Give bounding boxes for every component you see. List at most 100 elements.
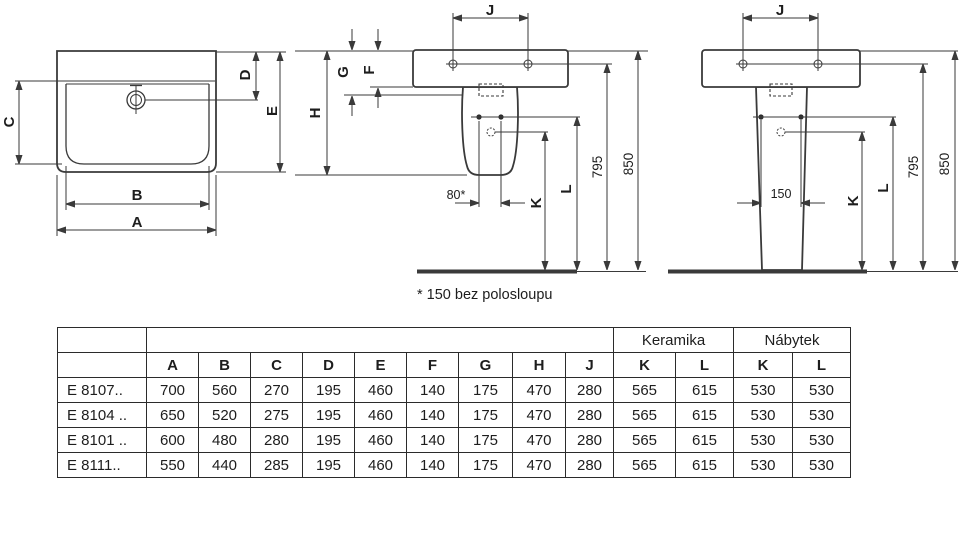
table-cell: 175: [458, 427, 513, 453]
table-cell: 530: [792, 402, 851, 428]
dim-label-850: 850: [937, 153, 952, 176]
drain-dashed-box: [769, 83, 793, 97]
table-cell: 615: [675, 377, 734, 403]
column-header: H: [512, 352, 566, 378]
table-cell: 530: [792, 452, 851, 478]
table-cell: 440: [198, 452, 251, 478]
model-code: E 8101 ..: [57, 427, 147, 453]
dim-label-d: D: [237, 69, 254, 80]
group-header-keramika: Keramika: [613, 327, 734, 353]
faucet-hole-inner: [130, 94, 142, 106]
table-cell: 285: [250, 452, 303, 478]
table-row: E 8101 .. 600 480 280 195 460 140 175 47…: [57, 427, 851, 453]
table-cell: 550: [146, 452, 199, 478]
table-cell: 275: [250, 402, 303, 428]
table-cell: 470: [512, 377, 566, 403]
table-cell: 530: [792, 427, 851, 453]
column-header: B: [198, 352, 251, 378]
column-header: K: [733, 352, 793, 378]
semi-pedestal-view: J 80* H G F K L 795 850 * 150 bez polosl…: [295, 2, 648, 303]
empty-cell: [146, 327, 614, 353]
column-header: A: [146, 352, 199, 378]
table-cell: 615: [675, 402, 734, 428]
table-cell: 140: [406, 377, 459, 403]
dim-label-850: 850: [621, 153, 636, 176]
table-cell: 470: [512, 402, 566, 428]
table-cell: 175: [458, 402, 513, 428]
table-cell: 600: [146, 427, 199, 453]
model-code: E 8104 ..: [57, 402, 147, 428]
front-view: C D E B A: [1, 50, 286, 236]
model-code: E 8107..: [57, 377, 147, 403]
dim-label-l: L: [558, 184, 575, 193]
table-cell: 700: [146, 377, 199, 403]
table-cell: 195: [302, 402, 355, 428]
table-cell: 560: [198, 377, 251, 403]
footnote: * 150 bez polosloupu: [417, 287, 552, 303]
dim-label-l: L: [875, 183, 892, 192]
empty-cell: [57, 352, 147, 378]
table-cell: 195: [302, 427, 355, 453]
dim-label-g: G: [335, 66, 352, 78]
table-cell: 140: [406, 402, 459, 428]
table-cell: 530: [733, 452, 793, 478]
column-header: L: [675, 352, 734, 378]
table-row: E 8104 .. 650 520 275 195 460 140 175 47…: [57, 402, 851, 428]
dim-label-b: B: [132, 187, 143, 204]
table-cell: 520: [198, 402, 251, 428]
table-cell: 530: [733, 402, 793, 428]
table-cell: 460: [354, 402, 407, 428]
column-header: K: [613, 352, 676, 378]
table-cell: 530: [733, 377, 793, 403]
table-cell: 565: [613, 377, 676, 403]
dim-label-a: A: [132, 214, 143, 231]
table-cell: 470: [512, 427, 566, 453]
table-cell: 530: [733, 427, 793, 453]
dim-label-150: 150: [771, 187, 792, 201]
pedestal-view: J 150 K L 795 850: [668, 2, 958, 274]
table-cell: 270: [250, 377, 303, 403]
table-column-header-row: A B C D E F G H J K L K L: [57, 352, 851, 378]
basin-inner-outline: [65, 84, 210, 165]
column-header: L: [792, 352, 851, 378]
basin-side-outline: [701, 49, 861, 88]
dim-label-h: H: [307, 108, 324, 119]
table-cell: 470: [512, 452, 566, 478]
table-cell: 195: [302, 377, 355, 403]
column-header: E: [354, 352, 407, 378]
table-group-header-row: Keramika Nábytek: [57, 327, 851, 353]
empty-cell: [57, 327, 147, 353]
dim-label-j: J: [776, 2, 784, 19]
basin-side-outline: [412, 49, 569, 88]
column-header: F: [406, 352, 459, 378]
technical-drawing: C D E B A J 8: [1, 2, 960, 303]
table-cell: 650: [146, 402, 199, 428]
table-cell: 175: [458, 452, 513, 478]
group-header-nabytek: Nábytek: [733, 327, 851, 353]
dim-label-k: K: [845, 195, 862, 206]
table-cell: 615: [675, 452, 734, 478]
table-cell: 280: [565, 377, 614, 403]
dim-label-795: 795: [590, 156, 605, 179]
dimensions-table: Keramika Nábytek A B C D E F G H J K L K…: [57, 327, 851, 478]
dim-label-j: J: [486, 2, 494, 19]
table-cell: 140: [406, 427, 459, 453]
column-header: C: [250, 352, 303, 378]
dim-label-f: F: [361, 65, 378, 74]
table-cell: 195: [302, 452, 355, 478]
table-cell: 140: [406, 452, 459, 478]
column-header: G: [458, 352, 513, 378]
table-cell: 530: [792, 377, 851, 403]
table-row: E 8111.. 550 440 285 195 460 140 175 470…: [57, 452, 851, 478]
table-cell: 565: [613, 452, 676, 478]
table-cell: 280: [250, 427, 303, 453]
pedestal-outline: [755, 86, 808, 271]
table-cell: 615: [675, 427, 734, 453]
table-cell: 565: [613, 402, 676, 428]
dim-label-c: C: [1, 116, 18, 127]
table-cell: 175: [458, 377, 513, 403]
dim-label-80: 80*: [447, 188, 466, 202]
table-cell: 480: [198, 427, 251, 453]
model-code: E 8111..: [57, 452, 147, 478]
